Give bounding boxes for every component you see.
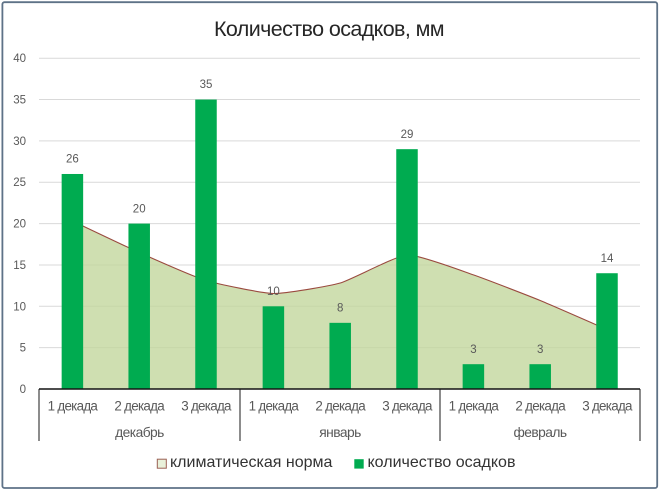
- svg-text:климатическая норма: климатическая норма: [170, 454, 332, 471]
- svg-text:декабрь: декабрь: [115, 425, 164, 440]
- svg-text:26: 26: [66, 154, 79, 166]
- svg-text:2 декада: 2 декада: [114, 398, 165, 413]
- svg-text:1 декада: 1 декада: [249, 398, 300, 413]
- svg-text:20: 20: [133, 203, 146, 215]
- svg-text:количество осадков: количество осадков: [368, 454, 516, 471]
- svg-text:3 декада: 3 декада: [181, 398, 232, 413]
- svg-text:3 декада: 3 декада: [582, 398, 633, 413]
- svg-text:30: 30: [13, 136, 26, 148]
- svg-text:35: 35: [200, 79, 213, 91]
- svg-text:40: 40: [13, 53, 26, 65]
- svg-text:5: 5: [20, 343, 26, 355]
- svg-text:2 декада: 2 декада: [515, 398, 566, 413]
- svg-text:1 декада: 1 декада: [449, 398, 500, 413]
- svg-text:2 декада: 2 декада: [315, 398, 366, 413]
- svg-text:3 декада: 3 декада: [382, 398, 433, 413]
- svg-text:январь: январь: [319, 425, 361, 440]
- svg-text:8: 8: [337, 303, 343, 315]
- svg-text:29: 29: [401, 129, 414, 141]
- svg-text:3: 3: [537, 344, 543, 356]
- svg-text:1 декада: 1 декада: [48, 398, 99, 413]
- svg-text:15: 15: [13, 260, 26, 272]
- svg-text:25: 25: [13, 177, 26, 189]
- svg-text:14: 14: [601, 253, 614, 265]
- svg-text:10: 10: [13, 301, 26, 313]
- svg-text:20: 20: [13, 219, 26, 231]
- svg-text:35: 35: [13, 95, 26, 107]
- svg-text:февраль: февраль: [513, 425, 566, 440]
- svg-text:Количество осадков, мм: Количество осадков, мм: [214, 17, 444, 41]
- svg-text:3: 3: [470, 344, 476, 356]
- svg-text:0: 0: [20, 384, 26, 396]
- svg-text:10: 10: [267, 286, 280, 298]
